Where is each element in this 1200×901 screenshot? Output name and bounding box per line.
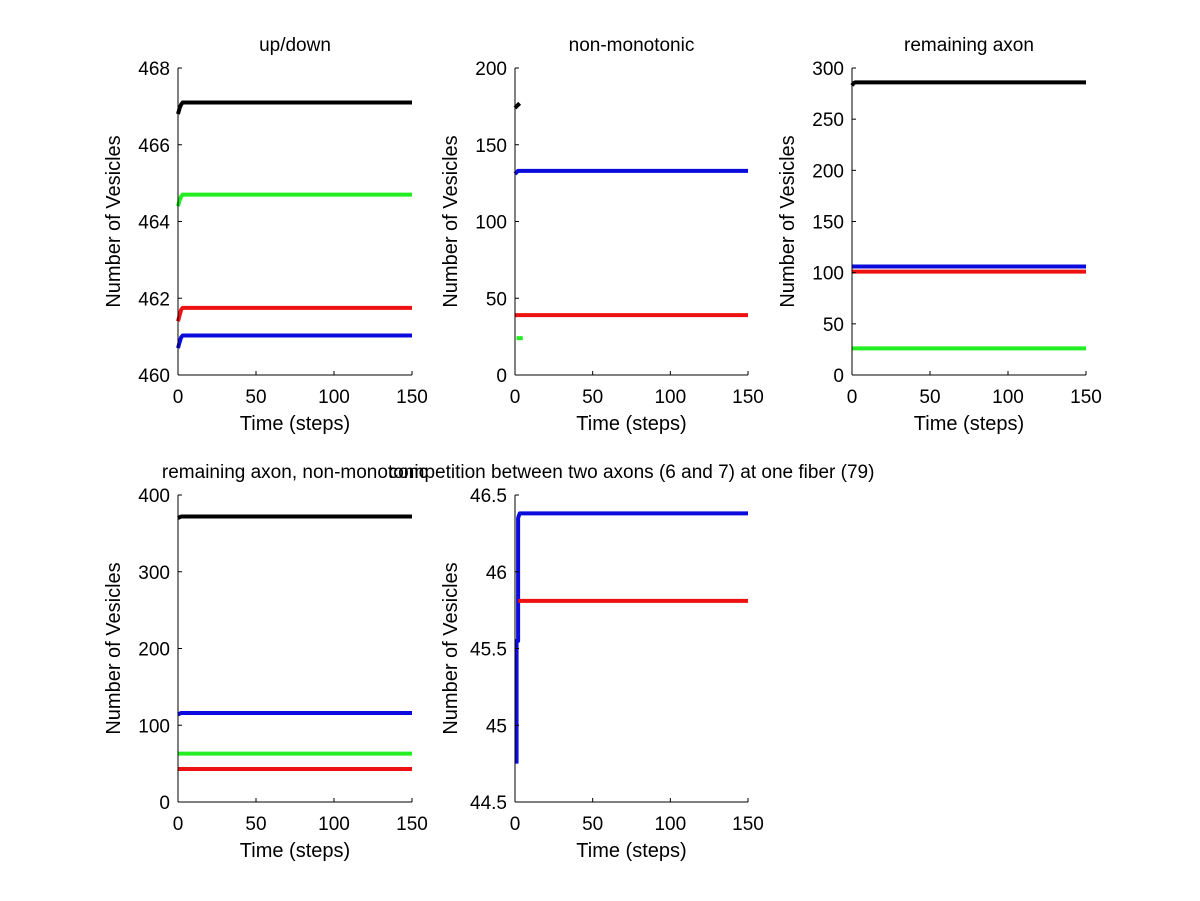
x-tick-label: 150 (396, 387, 428, 408)
y-tick-label: 200 (138, 640, 170, 661)
y-tick-label: 45.5 (470, 640, 507, 661)
series-line-black (176, 100, 412, 115)
series-line-blue (514, 511, 748, 764)
y-tick-label: 46 (486, 563, 507, 584)
y-tick-label: 300 (812, 59, 844, 80)
y-tick-label: 50 (486, 289, 507, 310)
x-tick-label: 150 (732, 814, 764, 835)
y-axis-label: Number of Vesicles (103, 135, 125, 307)
x-tick-label: 100 (318, 814, 350, 835)
x-tick-label: 100 (318, 387, 350, 408)
y-tick-label: 464 (138, 213, 170, 234)
series-line-black (177, 514, 412, 520)
y-tick-label: 150 (812, 213, 844, 234)
y-tick-label: 100 (138, 716, 170, 737)
series-line-black (850, 80, 1086, 87)
x-axis-label: Time (steps) (576, 840, 686, 862)
x-tick-label: 50 (245, 387, 266, 408)
y-tick-label: 462 (138, 289, 170, 310)
x-tick-label: 0 (173, 814, 184, 835)
y-tick-label: 0 (159, 793, 170, 814)
y-axis-label: Number of Vesicles (103, 562, 125, 734)
x-tick-label: 0 (510, 387, 521, 408)
series-line-black (513, 101, 522, 110)
y-tick-label: 400 (138, 486, 170, 507)
y-tick-label: 250 (812, 110, 844, 131)
subplot-1: up/down 0 50 100 150 460 462 464 466 468 Time (ste… (103, 35, 428, 435)
x-tick-label: 50 (919, 387, 940, 408)
series-line-green (176, 192, 412, 207)
x-tick-label: 50 (582, 387, 603, 408)
x-axis-label: Time (steps) (914, 413, 1024, 435)
chart-title: remaining axon, non-monotonic (162, 462, 428, 483)
subplot-2: non-monotonic 0 50 100 150 0 50 100 150 200 Time (… (440, 35, 764, 435)
x-tick-label: 150 (1070, 387, 1102, 408)
y-tick-label: 460 (138, 366, 170, 387)
y-axis-label: Number of Vesicles (777, 135, 799, 307)
x-tick-label: 0 (173, 387, 184, 408)
x-tick-label: 0 (847, 387, 858, 408)
x-tick-label: 0 (510, 814, 521, 835)
x-tick-label: 100 (992, 387, 1024, 408)
y-axis-label: Number of Vesicles (440, 562, 462, 734)
y-tick-label: 46.5 (470, 486, 507, 507)
y-tick-label: 0 (496, 366, 507, 387)
y-tick-label: 200 (812, 161, 844, 182)
x-tick-label: 50 (582, 814, 603, 835)
subplot-3: remaining axon 0 50 100 150 0 50 100 150 200 250 30… (777, 35, 1102, 435)
x-tick-label: 100 (654, 387, 686, 408)
y-tick-label: 468 (138, 59, 170, 80)
series-line-blue (176, 333, 412, 349)
x-axis-label: Time (steps) (240, 840, 350, 862)
series-line-blue (513, 168, 748, 176)
y-tick-label: 44.5 (470, 793, 507, 814)
chart-title: competition between two axons (6 and 7) … (389, 462, 875, 483)
y-tick-label: 200 (475, 59, 507, 80)
x-tick-label: 150 (732, 387, 764, 408)
y-tick-label: 466 (138, 136, 170, 157)
y-axis-label: Number of Vesicles (440, 135, 462, 307)
chart-title: remaining axon (904, 35, 1034, 56)
subplot-5: competition between two axons (6 and 7) … (389, 462, 875, 862)
x-axis-label: Time (steps) (240, 413, 350, 435)
y-tick-label: 45 (486, 716, 507, 737)
series-line-blue (177, 710, 412, 717)
series-line-red (176, 305, 412, 322)
subplot-4: remaining axon, non-monotonic 0 50 100 150 0 1… (103, 462, 428, 862)
chart-title: up/down (259, 35, 331, 56)
y-tick-label: 150 (475, 136, 507, 157)
y-tick-label: 0 (833, 366, 844, 387)
y-tick-label: 50 (823, 315, 844, 336)
y-tick-label: 100 (475, 213, 507, 234)
x-tick-label: 150 (396, 814, 428, 835)
x-tick-label: 100 (654, 814, 686, 835)
chart-title: non-monotonic (569, 35, 695, 56)
y-tick-label: 300 (138, 563, 170, 584)
x-axis-label: Time (steps) (576, 413, 686, 435)
x-tick-label: 50 (245, 814, 266, 835)
y-tick-label: 100 (812, 264, 844, 285)
